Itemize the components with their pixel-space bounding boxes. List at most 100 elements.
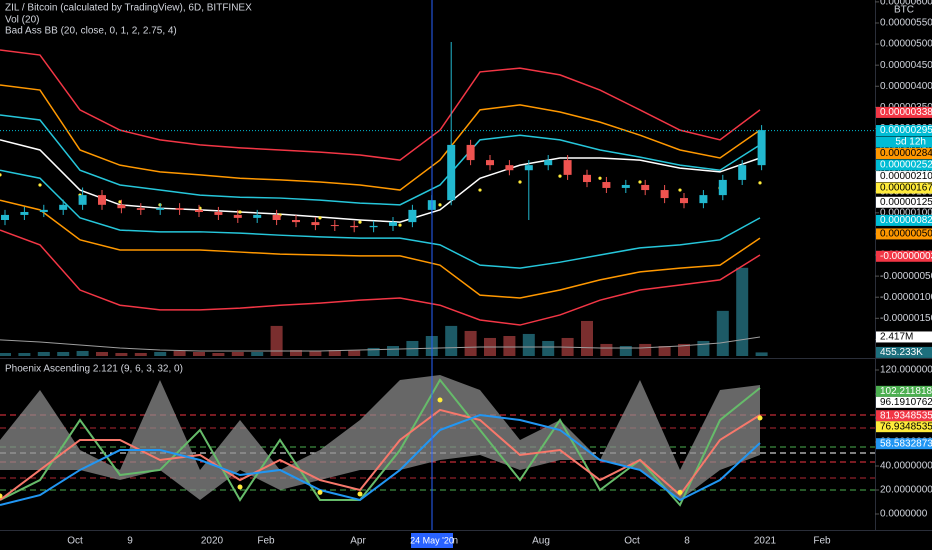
price-badge-label: 0.00000125 xyxy=(880,197,932,208)
oscillator-title: Phoenix Ascending 2.121 (9, 6, 3, 32, 0) xyxy=(5,364,183,375)
countdown-badge xyxy=(876,136,932,148)
plot-layer xyxy=(0,0,875,530)
candle-body xyxy=(98,195,106,205)
volume-bar xyxy=(154,351,167,356)
band-line xyxy=(0,84,761,191)
candle-body xyxy=(680,198,688,204)
y-tick-label: 0.0000000 xyxy=(880,509,928,520)
signal-dot xyxy=(758,181,762,185)
volume-bar xyxy=(115,353,128,356)
band-line xyxy=(0,169,761,269)
time-label: Apr xyxy=(350,536,366,547)
candle-body xyxy=(1,214,9,220)
volume-bar xyxy=(193,351,205,356)
time-label: Feb xyxy=(813,536,831,547)
volume-bar xyxy=(542,340,555,356)
candle-body xyxy=(389,222,397,226)
price-badge-label: 0.00000295 xyxy=(880,125,932,136)
signal-dot xyxy=(678,188,682,192)
price-badge xyxy=(876,228,932,240)
price-badge xyxy=(876,346,932,358)
candle-body xyxy=(330,225,339,227)
oscillator-line xyxy=(0,413,761,506)
volume-bar xyxy=(134,353,147,356)
price-badge-label: -0.00000003 xyxy=(880,251,932,262)
signal-dot xyxy=(318,216,322,220)
candle-body xyxy=(78,195,87,205)
signal-dot xyxy=(358,220,362,224)
candle-body xyxy=(757,130,766,166)
price-badge xyxy=(876,410,932,422)
time-label: 2020 xyxy=(201,536,224,547)
signal-dot xyxy=(638,180,642,184)
volume-bar xyxy=(367,347,380,356)
price-badge-label: 0.00000082 xyxy=(880,215,932,226)
band-line xyxy=(0,114,761,206)
volume-bar xyxy=(0,353,11,356)
band-line xyxy=(0,199,761,299)
band-line xyxy=(0,49,761,161)
candle-body xyxy=(718,179,727,196)
volume-bar xyxy=(290,350,302,356)
candle-body xyxy=(447,144,456,201)
y-tick-label: 0.00000200 xyxy=(880,165,932,176)
volume-ma-line xyxy=(0,336,761,352)
candle-body xyxy=(621,184,630,188)
candle-body xyxy=(311,222,320,226)
time-label: Oct xyxy=(624,536,640,547)
bands-title: Bad Ass BB (20, close, 0, 1, 2, 2.75, 4) xyxy=(5,26,177,37)
volume-title: Vol (20) xyxy=(5,15,39,26)
signal-dot xyxy=(238,210,242,214)
signal-dot xyxy=(118,200,122,204)
oscillator-band xyxy=(0,375,760,500)
volume-bar xyxy=(96,351,108,356)
y-tick-label: -0.00000100 xyxy=(880,292,932,303)
y-tick-label: 120.0000000 xyxy=(880,365,932,376)
price-badge-label: 2.417M xyxy=(880,332,913,343)
time-label: 2021 xyxy=(754,536,777,547)
price-badge-label: 455.233K xyxy=(880,347,923,358)
signal-dot xyxy=(398,223,402,227)
volume-bar xyxy=(600,343,613,356)
candle-body xyxy=(641,184,650,191)
candle-body xyxy=(466,144,475,161)
volume-bar xyxy=(522,333,535,356)
candle-body xyxy=(583,174,591,183)
price-badge xyxy=(876,106,932,118)
signal-dot xyxy=(0,173,2,177)
countdown-label: 5d 12h xyxy=(895,137,926,148)
price-badge xyxy=(876,182,932,194)
volume-bar xyxy=(503,335,516,356)
y-tick-label: 0.00000550 xyxy=(880,18,932,29)
signal-dot xyxy=(518,180,522,184)
volume-bar xyxy=(464,330,477,356)
volume-bar xyxy=(716,310,729,356)
volume-bar xyxy=(658,345,671,356)
volume-bar xyxy=(387,345,399,356)
price-badge xyxy=(876,331,932,343)
price-badge xyxy=(876,196,932,208)
oscillator-line xyxy=(0,408,761,501)
price-badge-label: 58.58328734 xyxy=(880,438,932,449)
signal-dot xyxy=(0,493,3,499)
candle-body xyxy=(660,190,669,199)
volume-bar xyxy=(328,350,341,356)
candle-body xyxy=(524,165,533,171)
y-tick-label: 0.00000450 xyxy=(880,60,932,71)
price-badge-label: 0.00000050 xyxy=(880,229,932,240)
price-badge xyxy=(876,148,932,160)
volume-bar xyxy=(231,351,244,356)
candle-body xyxy=(59,204,68,210)
candle-body xyxy=(233,214,242,218)
currency-label: BTC xyxy=(894,5,914,16)
time-label: 8 xyxy=(684,536,690,547)
signal-dot xyxy=(598,176,602,180)
candle-body xyxy=(699,195,708,204)
volume-bar xyxy=(251,351,264,356)
price-badge-label: 0.00000167 xyxy=(880,183,932,194)
candle-body xyxy=(195,209,203,212)
candle-body xyxy=(292,220,300,223)
volume-bar xyxy=(639,343,652,356)
volume-bar xyxy=(309,350,322,356)
